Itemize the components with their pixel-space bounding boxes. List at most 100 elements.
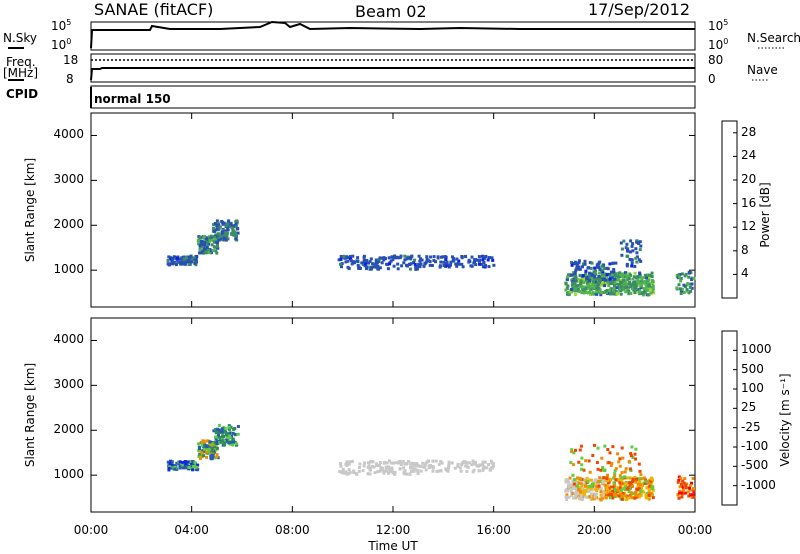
power-cell — [600, 291, 603, 295]
power-cell — [592, 286, 596, 290]
velocity-cell — [618, 486, 622, 490]
power-cell — [581, 265, 584, 269]
power-cell — [629, 285, 633, 289]
velocity-cell — [389, 461, 393, 465]
velocity-colorbar-tick-label: 25 — [741, 400, 757, 415]
velocity-cell — [586, 480, 590, 484]
velocity-cell — [387, 471, 391, 475]
velocity-cell — [594, 478, 598, 482]
station-title: SANAE (fitACF) — [94, 0, 214, 19]
velocity-cell — [620, 488, 624, 492]
power-cell — [639, 244, 643, 248]
x-tick-label: 20:00 — [577, 523, 612, 537]
power-cell — [646, 280, 650, 284]
velocity-cell — [456, 464, 460, 468]
power-cell — [368, 265, 372, 269]
velocity-cell — [677, 479, 681, 482]
velocity-cell — [606, 448, 610, 451]
freq-bottom-tick: 8 — [66, 72, 74, 86]
power-cell — [362, 258, 366, 262]
power-cell — [571, 281, 575, 285]
power-cell — [624, 271, 627, 275]
velocity-cell — [628, 486, 632, 490]
velocity-cell — [613, 489, 617, 493]
velocity-cell — [166, 460, 170, 464]
power-cell — [393, 256, 397, 260]
power-cell — [593, 275, 596, 279]
velocity-cell — [203, 443, 207, 447]
power-cell — [604, 278, 608, 282]
power-cell — [569, 288, 573, 291]
power-cell — [648, 273, 652, 277]
power-cell — [619, 285, 623, 289]
power-cell — [583, 262, 587, 266]
power-cell — [570, 273, 574, 277]
power-cell — [636, 241, 640, 244]
velocity-cell — [215, 442, 219, 445]
velocity-cell — [681, 479, 685, 483]
power-cell — [600, 283, 604, 287]
velocity-cell — [358, 462, 362, 466]
power-cell — [650, 275, 654, 279]
velocity-cell — [590, 492, 593, 496]
velocity-cell — [214, 435, 218, 439]
power-cell — [633, 287, 637, 291]
velocity-cell — [398, 459, 402, 463]
power-cell — [605, 289, 609, 292]
velocity-cell — [481, 468, 485, 472]
velocity-cell — [206, 447, 210, 451]
velocity-cell — [472, 468, 476, 472]
cpid-label: CPID — [6, 87, 39, 101]
velocity-cell — [564, 495, 568, 499]
power-colorbar-tick-label: 28 — [741, 124, 757, 139]
velocity-cell — [590, 484, 594, 488]
velocity-cell — [574, 487, 578, 491]
velocity-cell — [373, 471, 377, 475]
power-cell — [357, 266, 361, 270]
power-cell — [418, 259, 422, 263]
velocity-cell — [198, 447, 201, 450]
power-cell — [620, 253, 624, 257]
velocity-cell — [607, 486, 611, 490]
velocity-cell — [202, 447, 206, 451]
power-cell — [166, 259, 170, 262]
power-cell — [564, 282, 568, 285]
power-cell — [217, 232, 221, 236]
power-cell — [187, 263, 191, 266]
cpid-panel-frame — [90, 85, 696, 109]
velocity-cell — [468, 461, 472, 465]
power-cell — [487, 265, 491, 269]
power-cell — [598, 267, 602, 271]
power-cell — [566, 292, 569, 296]
velocity-cell — [453, 466, 457, 470]
power-cell — [612, 270, 616, 274]
power-cell — [429, 255, 433, 259]
power-cell — [207, 240, 211, 244]
power-cell — [362, 254, 366, 258]
power-cell — [216, 246, 220, 250]
velocity-cell — [223, 441, 227, 445]
velocity-cell — [175, 467, 179, 471]
power-cell — [611, 261, 615, 265]
velocity-cell — [634, 480, 638, 484]
velocity-cell — [612, 493, 616, 497]
velocity-cell — [649, 493, 653, 497]
velocity-cell — [169, 466, 173, 470]
velocity-cell — [689, 493, 693, 497]
power-cell — [230, 232, 234, 235]
power-cell — [627, 277, 631, 281]
velocity-cell — [216, 427, 219, 431]
power-colorbar-tick-label: 16 — [741, 195, 757, 210]
velocity-cell — [638, 491, 642, 494]
power-cell — [620, 281, 623, 285]
power-cell — [350, 262, 354, 266]
power-cell — [577, 259, 581, 263]
power-cell — [578, 290, 582, 294]
power-cell — [609, 270, 613, 274]
power-cell — [198, 244, 202, 248]
power-cell — [409, 267, 412, 271]
velocity-cell — [644, 480, 648, 484]
velocity-cell — [605, 487, 609, 491]
power-cell — [600, 264, 604, 268]
power-cell — [222, 237, 226, 241]
